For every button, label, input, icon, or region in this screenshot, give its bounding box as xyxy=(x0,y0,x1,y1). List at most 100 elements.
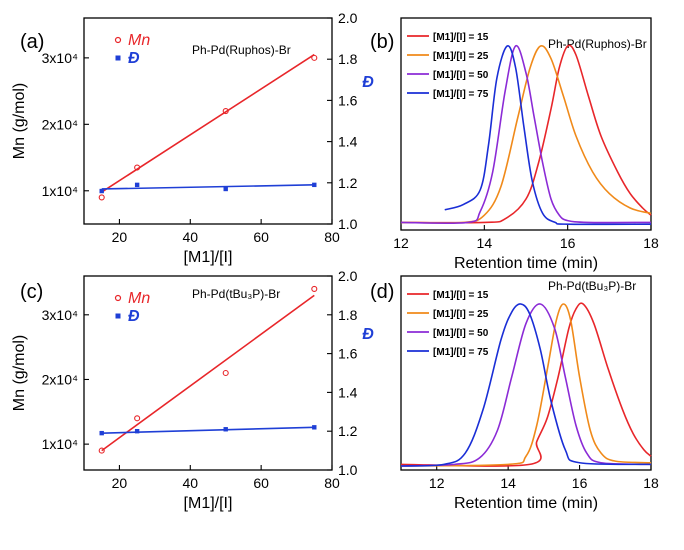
d-point xyxy=(99,430,104,436)
y-left-tick-label: 3x10⁴ xyxy=(42,50,78,66)
d-point xyxy=(312,425,317,430)
mn-point xyxy=(222,369,229,377)
legend-label: [M1]/[I] = 75 xyxy=(433,347,489,358)
d-point xyxy=(99,188,104,194)
legend-label: [M1]/[I] = 15 xyxy=(433,290,489,301)
d-fit-line xyxy=(101,184,315,190)
y-right-axis-label: Đ xyxy=(362,74,374,91)
legend-label: [M1]/[I] = 50 xyxy=(433,328,489,339)
legend-label: [M1]/[I] = 25 xyxy=(433,51,489,62)
x-tick-label: 60 xyxy=(253,229,269,245)
legend-mn-label: Mn xyxy=(128,290,150,307)
gpc-curve xyxy=(400,303,652,467)
panel-annotation: Ph-Pd(Ruphos)-Br xyxy=(548,37,647,51)
mn-point xyxy=(134,415,141,422)
x-tick-label: 20 xyxy=(112,475,128,491)
x-tick-label: 60 xyxy=(253,475,269,491)
gpc-curve xyxy=(400,44,652,224)
y-right-tick-label: 2.0 xyxy=(338,268,358,284)
y-right-tick-label: 1.6 xyxy=(338,346,358,362)
gpc-curve xyxy=(400,303,652,467)
legend-label: [M1]/[I] = 75 xyxy=(433,89,489,100)
panel-label: (c) xyxy=(20,281,43,303)
legend-d-marker xyxy=(115,313,121,319)
legend-mn-marker xyxy=(114,294,122,302)
x-tick-label: 18 xyxy=(643,475,659,491)
panel-c-plot-frame xyxy=(83,275,333,471)
mn-point xyxy=(311,285,318,292)
panel-label: (d) xyxy=(370,281,394,303)
d-point xyxy=(223,427,228,432)
y-right-tick-label: 1.0 xyxy=(338,216,358,232)
x-axis-label: [M1]/[I] xyxy=(184,495,233,512)
x-axis-label: [M1]/[I] xyxy=(184,249,233,266)
legend-label: [M1]/[I] = 50 xyxy=(433,70,489,81)
y-left-tick-label: 1x10⁴ xyxy=(42,183,78,199)
x-tick-label: 12 xyxy=(429,475,445,491)
x-tick-label: 18 xyxy=(643,235,659,251)
x-axis-label: Retention time (min) xyxy=(454,255,598,272)
y-left-axis-label: Mn (g/mol) xyxy=(11,335,28,411)
d-point xyxy=(223,186,228,192)
y-right-tick-label: 1.2 xyxy=(338,423,358,439)
mn-point xyxy=(222,107,229,115)
gpc-curve xyxy=(400,44,652,224)
legend-mn-label: Mn xyxy=(128,32,150,49)
panel-a: (a) 20 40 60 80 1x10⁴ 2x10⁴ 3x10⁴ 1.0 1.2 1.4 1.6 1.… xyxy=(11,10,374,266)
legend-d-label: Đ xyxy=(128,308,140,325)
panel-annotation: Ph-Pd(Ruphos)-Br xyxy=(192,43,291,57)
x-tick-label: 80 xyxy=(324,229,340,245)
x-tick-label: 40 xyxy=(182,229,198,245)
y-left-tick-label: 2x10⁴ xyxy=(42,116,78,132)
panel-b: (b) 12 14 16 18 Retention time (min) Ph-Pd(Rup… xyxy=(370,17,659,272)
x-tick-label: 12 xyxy=(393,235,409,251)
y-right-tick-label: 1.8 xyxy=(338,51,358,67)
x-tick-label: 80 xyxy=(324,475,340,491)
legend-label: [M1]/[I] = 15 xyxy=(433,32,489,43)
mn-point xyxy=(98,447,105,454)
legend-d-label: Đ xyxy=(128,50,140,67)
gpc-curve xyxy=(400,302,652,467)
panel-a-plot-frame xyxy=(83,17,333,225)
x-tick-label: 16 xyxy=(572,475,588,491)
x-axis-label: Retention time (min) xyxy=(454,495,598,512)
y-right-axis-label: Đ xyxy=(362,326,374,343)
y-left-tick-label: 3x10⁴ xyxy=(42,307,78,323)
panel-c: (c) 20 40 60 80 1x10⁴ 2x10⁴ 3x10⁴ 1.0 1.2 1.4 1.6 1.… xyxy=(11,268,374,512)
panel-label: (a) xyxy=(20,31,44,53)
mn-point xyxy=(311,54,318,61)
y-left-tick-label: 2x10⁴ xyxy=(42,371,78,387)
x-tick-label: 16 xyxy=(560,235,576,251)
legend-d-marker xyxy=(115,55,121,61)
gpc-curve xyxy=(444,45,652,226)
panel-label: (b) xyxy=(370,31,394,53)
y-right-tick-label: 1.4 xyxy=(338,384,358,400)
x-tick-label: 20 xyxy=(112,229,128,245)
y-left-axis-label: Mn (g/mol) xyxy=(11,83,28,159)
panel-d: (d) 12 14 16 18 Retention time (min) Ph-Pd(tBu… xyxy=(370,275,659,512)
x-tick-label: 14 xyxy=(477,235,493,251)
gpc-curve xyxy=(400,303,652,467)
y-right-tick-label: 1.0 xyxy=(338,462,358,478)
legend-mn-marker xyxy=(114,36,122,44)
d-point xyxy=(312,182,317,188)
panel-b-plot-frame xyxy=(400,17,652,231)
mn-fit-line xyxy=(101,294,315,452)
legend-label: [M1]/[I] = 25 xyxy=(433,309,489,320)
y-right-tick-label: 1.2 xyxy=(338,175,358,191)
x-tick-label: 40 xyxy=(182,475,198,491)
y-right-tick-label: 1.6 xyxy=(338,92,358,108)
mn-fit-line xyxy=(101,53,315,193)
d-point xyxy=(134,429,140,434)
x-tick-label: 14 xyxy=(500,475,516,491)
panel-annotation: Ph-Pd(tBu₃P)-Br xyxy=(192,287,280,301)
mn-point xyxy=(134,164,141,171)
mn-point xyxy=(98,194,105,201)
y-right-tick-label: 2.0 xyxy=(338,10,358,26)
panel-annotation: Ph-Pd(tBu₃P)-Br xyxy=(548,279,636,293)
y-left-tick-label: 1x10⁴ xyxy=(42,436,78,452)
y-right-tick-label: 1.4 xyxy=(338,134,358,150)
y-right-tick-label: 1.8 xyxy=(338,307,358,323)
gpc-curve xyxy=(400,45,652,224)
